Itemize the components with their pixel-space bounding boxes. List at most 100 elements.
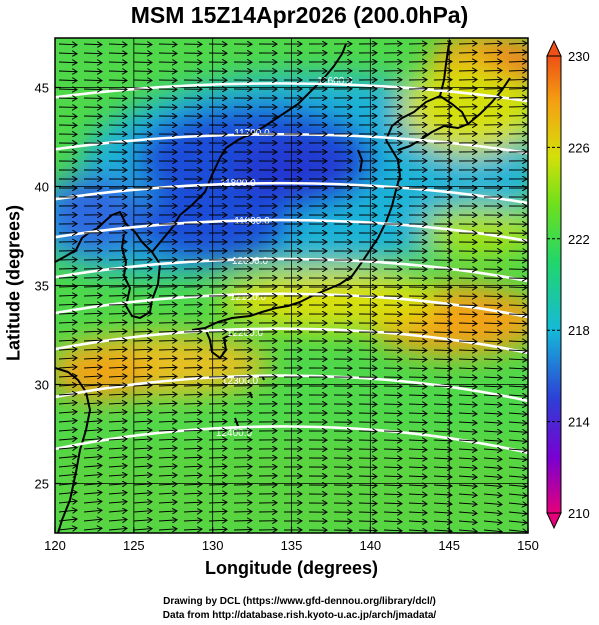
wind-vector [508, 332, 527, 333]
wind-vector [483, 458, 502, 459]
wind-vector [358, 521, 377, 522]
wind-vector [483, 377, 502, 378]
wind-vector [508, 404, 527, 405]
wind-vector [158, 385, 177, 386]
wind-vector [83, 439, 102, 440]
wind-vector [508, 530, 527, 532]
wind-vector [408, 404, 427, 405]
wind-vector [383, 512, 402, 513]
height-contour-label: 12000.0 [232, 256, 269, 267]
wind-vector [183, 430, 202, 431]
wind-vector [58, 456, 77, 458]
wind-vector [483, 296, 502, 297]
wind-vector [183, 439, 202, 440]
wind-vector [83, 53, 102, 54]
wind-vector [383, 431, 402, 432]
wind-vector [83, 349, 102, 350]
wind-vector [433, 485, 452, 486]
wind-vector [458, 422, 477, 423]
wind-vector [208, 430, 227, 431]
wind-vector [458, 305, 477, 306]
wind-vector [458, 395, 477, 396]
wind-vector [458, 350, 477, 351]
wind-vector [58, 98, 77, 99]
wind-vector [83, 286, 102, 287]
wind-vector [433, 521, 452, 522]
height-contour-line [55, 327, 528, 355]
wind-vector [58, 465, 77, 467]
wind-vector [183, 448, 202, 449]
wind-vector [433, 404, 452, 405]
wind-vector [508, 521, 527, 523]
wind-vector [458, 377, 477, 378]
wind-vector [458, 494, 477, 495]
height-contour-label: 12200.0 [227, 328, 264, 339]
wind-vector [83, 71, 102, 72]
wind-vector [183, 385, 202, 386]
wind-vector [433, 377, 452, 378]
wind-vector [208, 439, 227, 440]
wind-vector [58, 430, 77, 431]
wind-vector [108, 519, 127, 521]
wind-vector [383, 530, 402, 531]
wind-vector [83, 358, 102, 359]
colorbar-tick-label: 210 [568, 506, 590, 521]
wind-vector [83, 44, 102, 45]
wind-vector [133, 466, 152, 467]
wind-vector [58, 403, 77, 404]
height-contour-line [55, 218, 528, 243]
wind-vector [508, 512, 527, 514]
wind-vector [433, 359, 452, 360]
wind-vector [83, 295, 102, 296]
wind-vector [458, 52, 477, 53]
wind-vector [458, 359, 477, 360]
wind-vector [483, 467, 502, 468]
wind-vector [208, 448, 227, 449]
wind-vector [58, 501, 77, 503]
wind-vector [183, 394, 202, 395]
wind-vector [408, 494, 427, 495]
wind-vector [483, 530, 502, 532]
wind-vector [133, 439, 152, 440]
wind-vector [158, 403, 177, 404]
temperature-field-patch [400, 65, 528, 155]
wind-vector [158, 349, 177, 350]
wind-vector [483, 323, 502, 324]
wind-vector [508, 368, 527, 369]
wind-vector [433, 512, 452, 513]
wind-vector [158, 439, 177, 440]
wind-vector [58, 358, 77, 359]
wind-vector [108, 304, 127, 305]
wind-vector [83, 385, 102, 386]
wind-vector [408, 503, 427, 504]
wind-vector [108, 528, 127, 530]
wind-vector [133, 385, 152, 386]
wind-vector [158, 466, 177, 467]
wind-vector [183, 520, 202, 521]
wind-vector [83, 466, 102, 467]
wind-vector [358, 476, 377, 477]
wind-vector [483, 503, 502, 505]
x-tick-label: 150 [517, 538, 539, 553]
wind-vector [58, 62, 77, 63]
wind-vector [408, 530, 427, 531]
wind-vector [83, 62, 102, 63]
wind-vector [208, 475, 227, 476]
wind-vector [183, 412, 202, 413]
wind-vector [58, 331, 77, 332]
wind-vector [508, 43, 527, 44]
map-title: MSM 15Z14Apr2026 (200.0hPa) [130, 2, 469, 28]
wind-vector [158, 457, 177, 458]
wind-vector [58, 447, 77, 449]
wind-vector [108, 331, 127, 332]
wind-vector [158, 340, 177, 341]
wind-vector [133, 349, 152, 350]
wind-vector [58, 367, 77, 368]
wind-vector [58, 277, 77, 278]
wind-vector [458, 521, 477, 522]
wind-vector [83, 403, 102, 404]
wind-vector [58, 304, 77, 305]
colorbar-top-arrow [546, 39, 562, 57]
wind-vector [83, 448, 102, 449]
